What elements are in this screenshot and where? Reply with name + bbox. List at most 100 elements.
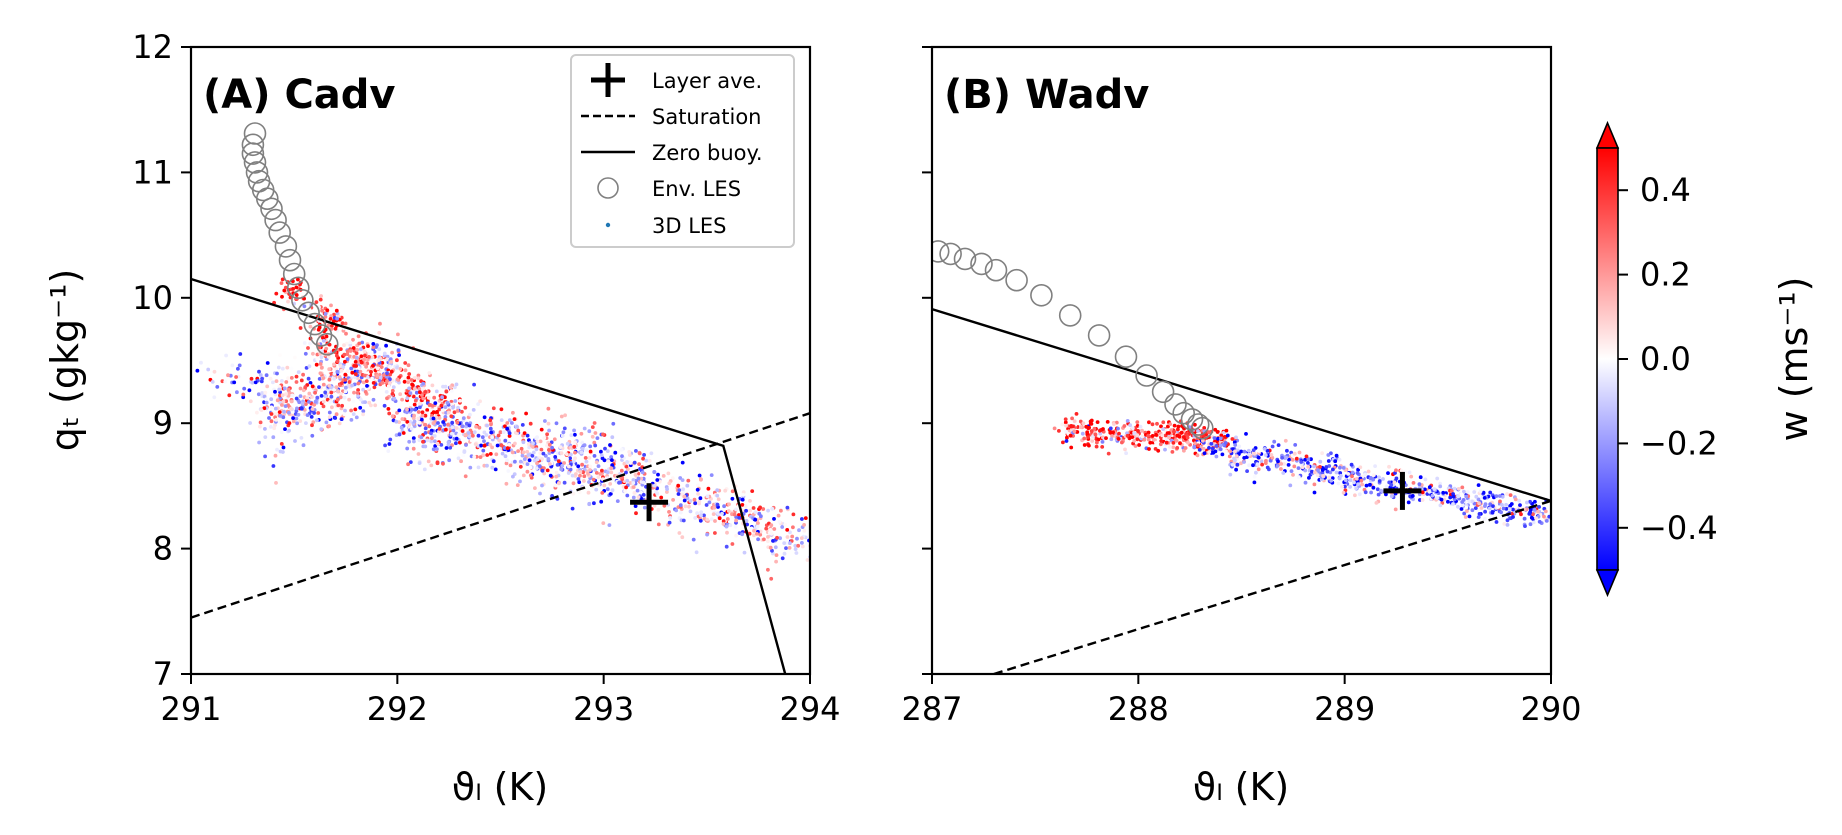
les3d-point bbox=[339, 368, 344, 373]
les3d-point bbox=[1389, 494, 1394, 499]
les3d-point bbox=[289, 406, 293, 411]
les3d-point bbox=[405, 396, 410, 401]
les3d-point bbox=[315, 357, 320, 361]
les3d-point bbox=[623, 489, 628, 493]
les3d-point bbox=[1463, 515, 1468, 519]
les3d-point bbox=[730, 496, 735, 501]
les3d-point bbox=[289, 376, 294, 380]
les3d-point bbox=[425, 408, 430, 412]
les3d-point bbox=[728, 523, 733, 528]
les3d-point bbox=[400, 397, 404, 402]
les3d-point bbox=[1451, 494, 1456, 499]
les3d-point bbox=[421, 396, 426, 401]
les3d-point bbox=[667, 510, 671, 514]
y-tick-label: 11 bbox=[132, 153, 173, 191]
les3d-point bbox=[289, 366, 294, 371]
env-les-point bbox=[255, 187, 279, 210]
les3d-point bbox=[734, 518, 738, 523]
les3d-point bbox=[1310, 469, 1314, 474]
les3d-point bbox=[365, 384, 369, 388]
les3d-point bbox=[608, 492, 613, 496]
les3d-point bbox=[516, 449, 520, 453]
les3d-point bbox=[1219, 433, 1224, 438]
les3d-point bbox=[327, 377, 332, 382]
les3d-point bbox=[542, 436, 547, 440]
les3d-point bbox=[431, 416, 436, 421]
les3d-point bbox=[311, 420, 316, 424]
les3d-point bbox=[1427, 489, 1432, 494]
les3d-point bbox=[777, 520, 782, 524]
les3d-point bbox=[1348, 485, 1352, 489]
les3d-point bbox=[565, 441, 570, 446]
les3d-point bbox=[362, 362, 367, 367]
les3d-point bbox=[405, 407, 409, 412]
les3d-point bbox=[711, 512, 716, 516]
les3d-point bbox=[494, 452, 499, 457]
les3d-point bbox=[1228, 449, 1232, 454]
les3d-point bbox=[743, 504, 748, 509]
les3d-point bbox=[1246, 448, 1251, 453]
les3d-point bbox=[1488, 502, 1493, 507]
panel-a-x-axis-label: ϑₗ (K) bbox=[452, 765, 548, 809]
les3d-point bbox=[573, 432, 577, 437]
les3d-point bbox=[410, 407, 414, 412]
les3d-point bbox=[580, 462, 584, 467]
les3d-point bbox=[302, 408, 307, 412]
les3d-point bbox=[257, 369, 261, 374]
les3d-point bbox=[587, 480, 591, 484]
les3d-point bbox=[275, 398, 280, 403]
les3d-point bbox=[776, 513, 781, 518]
les3d-point bbox=[600, 491, 605, 495]
les3d-point bbox=[1355, 476, 1359, 481]
les3d-point bbox=[339, 417, 344, 421]
les3d-point bbox=[619, 468, 624, 473]
les3d-point bbox=[1125, 433, 1130, 438]
les3d-point bbox=[1276, 443, 1281, 447]
les3d-point bbox=[785, 505, 790, 510]
les3d-point bbox=[775, 535, 779, 540]
les3d-point bbox=[610, 458, 614, 462]
les3d-point bbox=[459, 459, 463, 464]
les3d-point bbox=[313, 399, 318, 404]
les3d-point bbox=[460, 409, 464, 414]
les3d-point bbox=[594, 471, 599, 475]
env-les-point bbox=[260, 197, 283, 221]
les3d-point bbox=[329, 314, 334, 318]
les3d-point bbox=[780, 525, 785, 529]
les3d-point bbox=[524, 411, 528, 416]
les3d-point bbox=[331, 319, 336, 324]
les3d-point bbox=[397, 408, 402, 413]
les3d-point bbox=[531, 441, 535, 446]
les3d-point bbox=[1122, 424, 1127, 428]
les3d-point bbox=[1534, 516, 1538, 520]
les3d-point bbox=[412, 413, 416, 418]
les3d-point bbox=[1142, 437, 1147, 442]
les3d-point bbox=[1256, 455, 1261, 460]
les3d-point bbox=[511, 410, 515, 415]
les3d-point bbox=[525, 469, 530, 474]
les3d-point bbox=[405, 446, 410, 451]
les3d-point bbox=[1245, 469, 1249, 473]
les3d-point bbox=[395, 365, 399, 370]
env-les-point bbox=[245, 161, 269, 184]
les3d-point bbox=[724, 524, 729, 529]
les3d-point bbox=[1504, 502, 1508, 507]
les3d-point bbox=[1130, 435, 1135, 439]
les3d-point bbox=[1307, 476, 1311, 480]
les3d-point bbox=[323, 315, 328, 319]
les3d-point bbox=[1523, 524, 1527, 528]
les3d-point bbox=[485, 463, 489, 468]
les3d-point bbox=[1511, 507, 1515, 512]
les3d-point bbox=[1196, 443, 1201, 448]
les3d-point bbox=[761, 507, 766, 511]
les3d-point bbox=[1357, 492, 1362, 497]
les3d-point bbox=[265, 384, 270, 389]
les3d-point bbox=[237, 363, 242, 368]
les3d-point bbox=[755, 531, 759, 536]
les3d-point bbox=[336, 403, 341, 408]
les3d-point bbox=[542, 471, 547, 476]
les3d-point bbox=[1224, 449, 1228, 454]
les3d-point bbox=[525, 433, 530, 438]
les3d-point bbox=[697, 499, 702, 504]
